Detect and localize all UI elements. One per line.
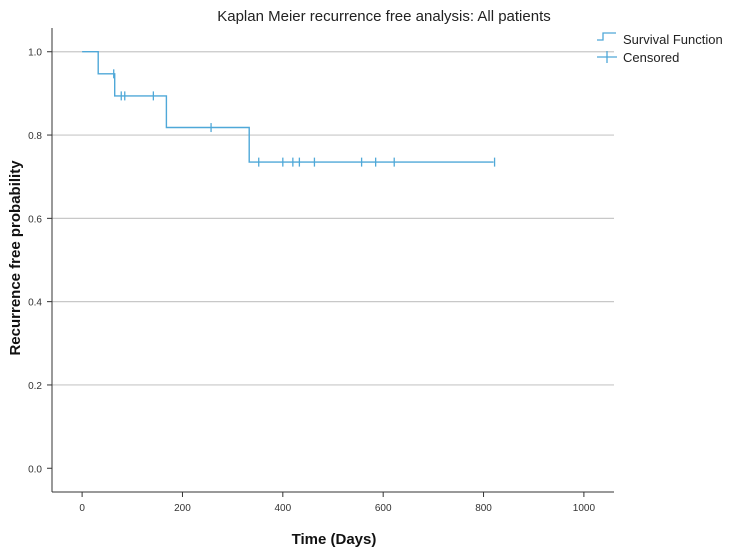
series — [82, 51, 496, 167]
x-tick-label-2: 400 — [274, 503, 291, 514]
y-axis-label: Recurrence free probability — [7, 160, 24, 356]
y-tick-label-2: 0.4 — [28, 298, 42, 309]
x-tick-label-4: 800 — [475, 503, 492, 514]
x-tick-label-1: 200 — [174, 503, 191, 514]
y-tick-label-3: 0.6 — [28, 214, 42, 225]
legend-survival-symbol — [597, 32, 616, 41]
y-tick-label-1: 0.2 — [28, 381, 42, 392]
y-tick-label-5: 1.0 — [28, 48, 42, 59]
legend-censored-label: Censored — [623, 50, 679, 65]
x-axis-label: Time (Days) — [292, 531, 377, 548]
legend: Survival Function Censored — [597, 32, 723, 65]
x-tick-label-5: 1000 — [573, 503, 596, 514]
chart-title: Kaplan Meier recurrence free analysis: A… — [217, 8, 551, 25]
legend-censored-symbol — [597, 51, 617, 63]
grid-lines — [52, 51, 614, 386]
y-tick-label-0: 0.0 — [28, 464, 42, 475]
x-tick-label-0: 0 — [79, 503, 85, 514]
y-tick-label-4: 0.8 — [28, 131, 42, 142]
survival-step-line — [82, 51, 494, 163]
x-tick-label-3: 600 — [375, 503, 392, 514]
y-ticks: 0.0 0.2 0.4 0.6 0.8 1.0 — [28, 48, 52, 475]
legend-survival-label: Survival Function — [623, 32, 723, 47]
x-ticks: 0 200 400 600 800 1000 — [79, 492, 595, 514]
